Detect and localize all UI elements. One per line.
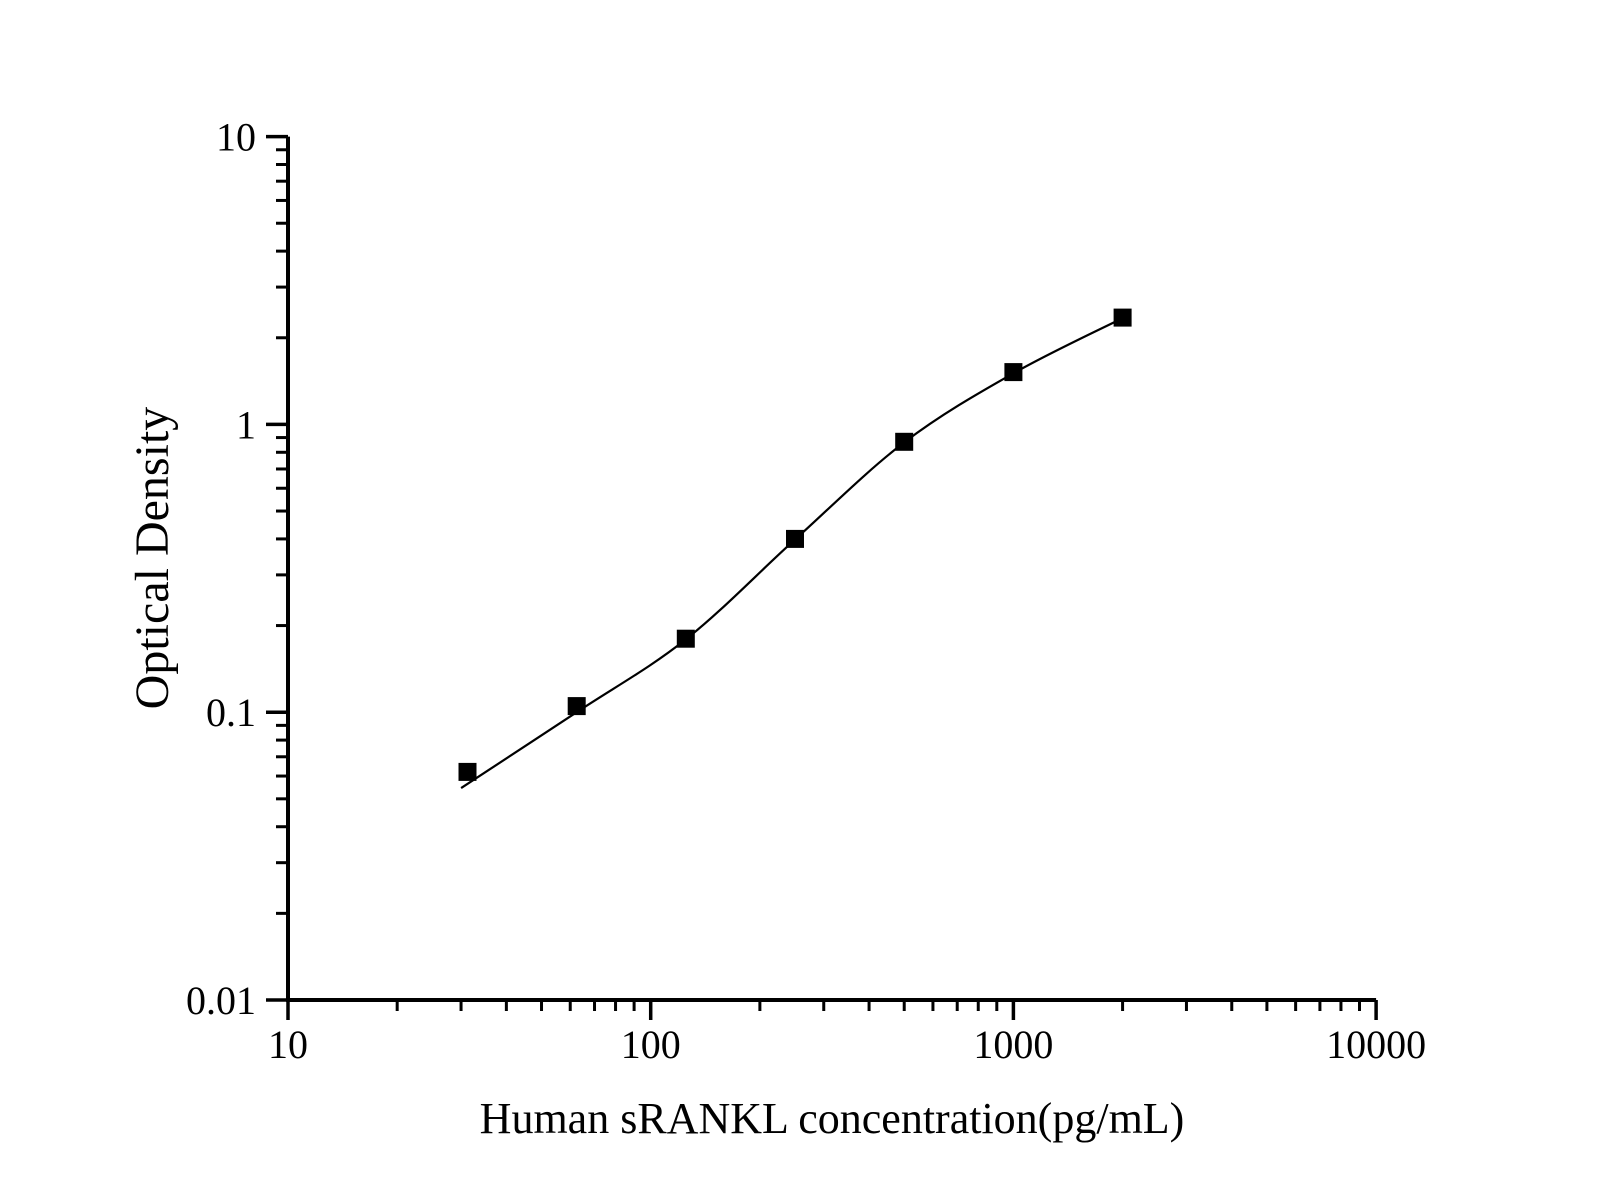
y-tick-label: 0.01 xyxy=(186,978,256,1023)
x-tick-label: 10 xyxy=(268,1022,308,1067)
x-tick-label: 100 xyxy=(621,1022,681,1067)
data-point-marker xyxy=(895,432,914,451)
x-axis-title: Human sRANKL concentration(pg/mL) xyxy=(480,1094,1185,1143)
fitted-curve-line xyxy=(460,317,1124,790)
plot-area: 10 100 1000 10000 0.01 0.1 1 10 xyxy=(186,115,1426,1067)
data-point-marker xyxy=(1113,308,1132,327)
data-point-marker xyxy=(458,762,477,781)
data-point-marker xyxy=(786,529,804,548)
data-point-marker xyxy=(567,697,586,716)
data-point-marker xyxy=(1004,363,1023,382)
y-tick-label: 1 xyxy=(236,402,256,447)
x-tick-label: 1000 xyxy=(973,1022,1053,1067)
data-point-marker xyxy=(676,629,695,648)
x-tick-label: 10000 xyxy=(1326,1022,1426,1067)
y-tick-label: 0.1 xyxy=(206,690,256,735)
y-axis-title: Optical Density xyxy=(126,407,179,710)
y-tick-label: 10 xyxy=(216,115,256,160)
